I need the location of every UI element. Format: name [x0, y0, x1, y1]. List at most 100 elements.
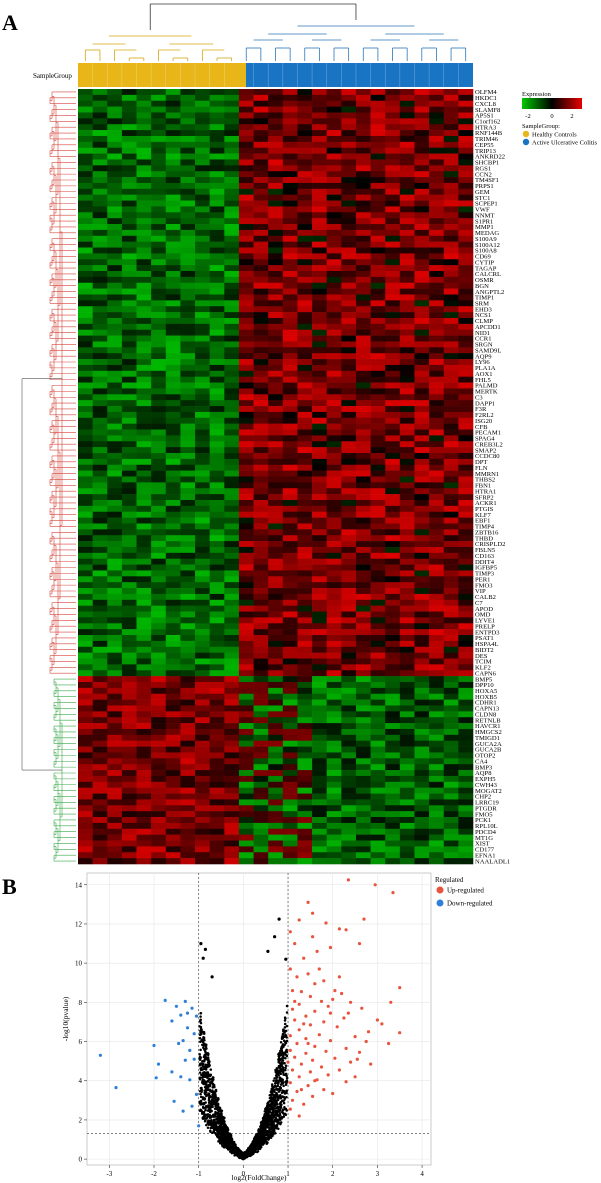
heatmap-cell [209, 617, 225, 624]
heatmap-cell [282, 276, 298, 284]
heatmap-cell [370, 423, 386, 430]
heatmap-cell [180, 206, 196, 213]
heatmap-cell [151, 617, 167, 624]
heatmap-cell [443, 670, 459, 677]
heatmap-cell [253, 364, 269, 372]
heatmap-cell [136, 370, 152, 377]
heatmap-cell [238, 611, 254, 618]
heatmap-cell [92, 699, 108, 706]
heatmap-cell [151, 411, 167, 419]
heatmap-cell [195, 717, 210, 724]
gene-label: SMAP2 [475, 447, 496, 454]
heatmap-cell [429, 341, 445, 348]
heatmap-cell [107, 259, 123, 266]
heatmap-cell [165, 646, 181, 653]
heatmap-cell [195, 417, 210, 424]
heatmap-cell [92, 852, 108, 859]
heatmap-cell [107, 276, 123, 284]
heatmap-cell [180, 664, 196, 671]
heatmap-cell [312, 570, 327, 577]
heatmap-cell [443, 740, 459, 747]
heatmap-cell [136, 177, 152, 184]
heatmap-cell [268, 623, 284, 630]
heatmap-cell [414, 693, 430, 700]
heatmap-cell [312, 488, 327, 495]
heatmap-cell [224, 764, 240, 771]
heatmap-cell [297, 770, 313, 777]
heatmap-cell [180, 476, 196, 483]
heatmap-cell [107, 646, 123, 653]
heatmap-cell [195, 341, 210, 348]
heatmap-cell [92, 570, 108, 577]
heatmap-cell [107, 517, 123, 524]
heatmap-cell [297, 646, 313, 653]
heatmap-cell [443, 852, 459, 859]
heatmap-cell [180, 740, 196, 747]
heatmap-cell [253, 259, 269, 266]
heatmap-cell [341, 453, 357, 460]
heatmap-cell [458, 852, 474, 859]
heatmap-cell [282, 364, 298, 372]
heatmap-cell [165, 817, 181, 824]
heatmap-cell [92, 376, 108, 383]
heatmap-cell [399, 676, 415, 683]
heatmap-cell [458, 541, 474, 548]
heatmap-cell [121, 711, 137, 718]
heatmap-cell [180, 494, 196, 501]
heatmap-cell [209, 564, 225, 571]
heatmap-cell [121, 335, 137, 342]
heatmap-cell [107, 265, 123, 272]
heatmap-cell [326, 294, 342, 301]
sample-group-bar-controls [78, 63, 246, 87]
heatmap-cell [268, 652, 284, 659]
heatmap-cell [341, 822, 357, 830]
heatmap-cell [165, 611, 181, 618]
heatmap-cell [136, 740, 152, 747]
heatmap-cell [414, 206, 430, 213]
heatmap-cell [107, 106, 123, 113]
heatmap-cell [341, 388, 357, 395]
gene-label: FBLN5 [475, 547, 496, 554]
heatmap-cell [355, 858, 371, 865]
heatmap-cell [151, 505, 167, 513]
heatmap-cell [165, 693, 181, 700]
heatmap-cell [253, 212, 269, 219]
heatmap-cell [180, 376, 196, 383]
heatmap-cell [326, 153, 342, 160]
heatmap-cell [253, 224, 269, 231]
gene-label: BMP3 [475, 764, 493, 771]
heatmap-cell [429, 817, 445, 824]
heatmap-cell [209, 629, 225, 636]
heatmap-cell [224, 171, 240, 178]
heatmap-cell [209, 846, 225, 853]
heatmap-cell [151, 89, 167, 96]
heatmap-cell [268, 159, 284, 166]
heatmap-cell [151, 799, 167, 806]
heatmap-cell [92, 317, 108, 325]
heatmap-cell [238, 658, 254, 665]
heatmap-cell [92, 552, 108, 559]
heatmap-cell [121, 224, 137, 231]
heatmap-cell [136, 670, 152, 677]
heatmap-cell [443, 564, 459, 571]
heatmap-cell [370, 177, 386, 184]
heatmap-cell [151, 253, 167, 260]
heatmap-cell [414, 529, 430, 536]
heatmap-cell [107, 611, 123, 618]
heatmap-cell [209, 265, 225, 272]
heatmap-cell [458, 511, 474, 518]
heatmap-cell [209, 376, 225, 383]
heatmap-cell [443, 130, 459, 137]
heatmap-cell [107, 599, 123, 606]
heatmap-cell [268, 259, 284, 266]
heatmap-cell [355, 147, 371, 154]
heatmap-cell [136, 546, 152, 554]
heatmap-cell [180, 288, 196, 295]
heatmap-cell [312, 511, 327, 518]
heatmap-cell [195, 118, 210, 125]
heatmap-cell [268, 100, 284, 107]
heatmap-cell [370, 458, 386, 466]
heatmap-cell [326, 476, 342, 483]
heatmap-cell [180, 658, 196, 665]
heatmap-cell [253, 423, 269, 430]
